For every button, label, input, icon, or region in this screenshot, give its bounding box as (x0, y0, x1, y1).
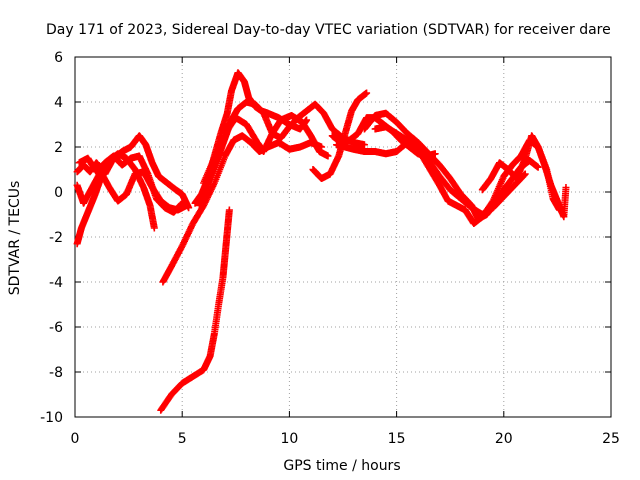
y-tick-label: -10 (40, 410, 63, 426)
x-tick-label: 25 (602, 431, 620, 447)
marker (431, 150, 439, 158)
marker (225, 206, 233, 214)
series-track-12 (333, 139, 529, 218)
y-tick-label: -4 (49, 275, 63, 291)
marker (182, 202, 190, 209)
y-tick-label: 6 (54, 50, 63, 66)
x-tick-label: 15 (388, 431, 406, 447)
y-tick-label: -2 (49, 230, 63, 246)
x-tick-label: 0 (71, 431, 80, 447)
marker (521, 170, 529, 178)
x-tick-labels: 0 5 10 15 20 25 (71, 431, 620, 447)
series-track-10 (309, 89, 371, 182)
y-tick-labels: -10 -8 -6 -4 -2 0 2 4 6 (40, 50, 63, 426)
grid (75, 57, 611, 417)
data-markers (73, 69, 570, 414)
marker (363, 89, 371, 97)
y-tick-label: 2 (54, 140, 63, 156)
x-tick-label: 20 (495, 431, 513, 447)
series-track-9 (200, 112, 332, 187)
marker (562, 184, 570, 191)
x-tick-label: 10 (280, 431, 298, 447)
marker (324, 152, 332, 160)
y-tick-label: 0 (54, 185, 63, 201)
marker (178, 199, 186, 207)
x-axis-label: GPS time / hours (283, 458, 400, 474)
marker (150, 224, 158, 232)
marker (303, 116, 311, 124)
y-axis-label: SDTVAR / TECUs (7, 181, 23, 296)
marker (360, 141, 368, 149)
y-tick-label: -8 (49, 365, 63, 381)
chart-title: Day 171 of 2023, Sidereal Day-to-day VTE… (46, 22, 611, 38)
marker (534, 163, 542, 171)
series-track-6 (157, 206, 233, 414)
series-track-4 (75, 152, 186, 216)
x-tick-label: 5 (178, 431, 187, 447)
y-tick-label: -6 (49, 320, 63, 336)
series-track-15 (478, 132, 570, 221)
series-track-5 (159, 132, 326, 286)
y-tick-label: 4 (54, 95, 63, 111)
